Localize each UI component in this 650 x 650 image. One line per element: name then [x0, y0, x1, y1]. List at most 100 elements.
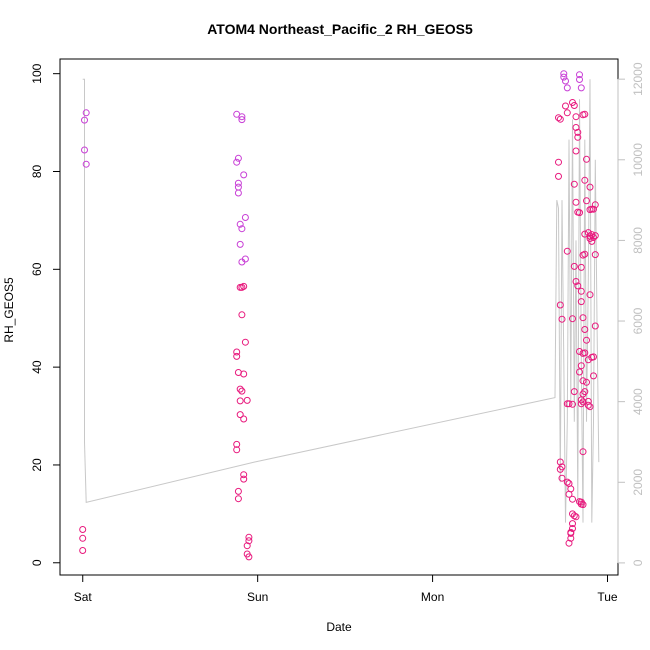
data-point-61	[574, 133, 582, 141]
data-point-145	[569, 525, 576, 532]
series-line-0	[82, 78, 600, 523]
x-tick-label-mon: Mon	[421, 590, 444, 604]
data-point-80	[591, 201, 599, 209]
data-point-118	[590, 372, 597, 380]
data-point-36	[233, 446, 241, 454]
data-point-67	[572, 147, 580, 155]
y2-tick-label-2000: 2000	[631, 469, 645, 496]
data-point-23	[241, 255, 249, 263]
data-point-110	[581, 349, 589, 357]
data-point-134	[556, 465, 564, 473]
data-point-24	[241, 338, 249, 346]
data-point-45	[243, 542, 251, 550]
data-point-147	[567, 529, 575, 537]
data-point-128	[577, 400, 585, 408]
y2-tick-label-0: 0	[631, 559, 645, 566]
data-point-43	[245, 533, 253, 541]
data-point-37	[240, 471, 248, 479]
data-point-55	[563, 109, 571, 117]
data-point-98	[577, 287, 585, 295]
data-point-148	[567, 534, 575, 542]
data-point-51	[562, 77, 569, 85]
data-point-116	[579, 377, 587, 385]
y-tick-label-80: 80	[30, 164, 44, 178]
data-point-114	[577, 362, 585, 370]
data-point-11	[234, 183, 242, 191]
data-point-123	[579, 398, 587, 406]
data-point-64	[577, 84, 585, 92]
data-point-81	[574, 208, 582, 216]
data-point-57	[570, 102, 578, 109]
data-point-107	[591, 322, 599, 330]
y-tick-label-100: 100	[30, 63, 44, 83]
data-point-31	[236, 397, 244, 405]
data-point-25	[233, 348, 241, 356]
data-point-4	[79, 526, 87, 533]
axes-layer: Sat Sun Mon Tue 0 20 40 60 80 100 0 2000 4000 6000 800…	[30, 62, 645, 604]
data-point-29	[236, 385, 244, 393]
data-point-59	[572, 124, 580, 131]
data-point-13	[236, 220, 244, 228]
data-point-39	[234, 487, 242, 495]
data-point-21	[240, 171, 248, 179]
data-point-127	[569, 400, 576, 408]
data-point-99	[577, 298, 585, 306]
data-point-30	[238, 387, 246, 395]
x-tick-label-sun: Sun	[247, 590, 268, 604]
x-axis-label: Date	[326, 620, 352, 634]
data-point-94	[570, 262, 578, 270]
x-tick-label-tue: Tue	[597, 590, 618, 604]
data-point-153	[579, 501, 587, 509]
data-point-58	[572, 113, 580, 121]
y-tick-label-0: 0	[30, 559, 44, 566]
data-point-63	[576, 76, 583, 83]
series-layer	[79, 70, 600, 561]
data-point-52	[563, 84, 571, 92]
data-point-20	[238, 311, 246, 319]
data-point-71	[583, 155, 590, 163]
chart-title: ATOM4 Northeast_Pacific_2 RH_GEOS5	[207, 21, 473, 37]
y2-tick-label-12000: 12000	[631, 62, 645, 96]
data-point-144	[569, 520, 576, 528]
data-point-70	[581, 176, 589, 184]
data-point-93	[563, 247, 571, 255]
y-axis-label: RH_GEOS5	[2, 277, 16, 343]
data-point-113	[590, 353, 597, 361]
data-point-40	[234, 495, 242, 503]
data-point-126	[565, 400, 573, 408]
data-point-121	[570, 388, 578, 396]
data-point-132	[556, 458, 564, 466]
data-point-92	[591, 251, 599, 259]
data-point-74	[583, 197, 590, 205]
data-point-117	[583, 378, 590, 386]
data-point-89	[591, 232, 599, 240]
data-point-104	[579, 314, 587, 322]
data-point-14	[238, 225, 246, 233]
data-point-149	[565, 539, 573, 547]
data-point-139	[565, 490, 573, 498]
data-point-87	[588, 237, 596, 245]
data-point-102	[558, 315, 566, 323]
data-point-32	[243, 396, 251, 404]
data-point-26	[233, 352, 241, 360]
data-point-15	[236, 240, 244, 248]
data-point-105	[581, 326, 589, 333]
data-point-2	[81, 146, 88, 154]
data-point-79	[590, 205, 597, 213]
data-point-10	[234, 179, 242, 187]
y-tick-label-20: 20	[30, 458, 44, 472]
data-point-42	[238, 116, 246, 124]
data-point-53	[560, 70, 568, 78]
data-point-135	[558, 474, 566, 482]
data-point-73	[570, 180, 578, 188]
data-point-22	[241, 214, 249, 221]
data-point-0	[81, 116, 88, 124]
y2-tick-label-6000: 6000	[631, 307, 645, 334]
data-point-54	[562, 102, 569, 110]
data-point-131	[579, 448, 587, 456]
data-point-72	[586, 183, 594, 191]
data-point-143	[572, 513, 580, 521]
data-point-47	[245, 553, 253, 561]
data-point-38	[240, 475, 248, 483]
